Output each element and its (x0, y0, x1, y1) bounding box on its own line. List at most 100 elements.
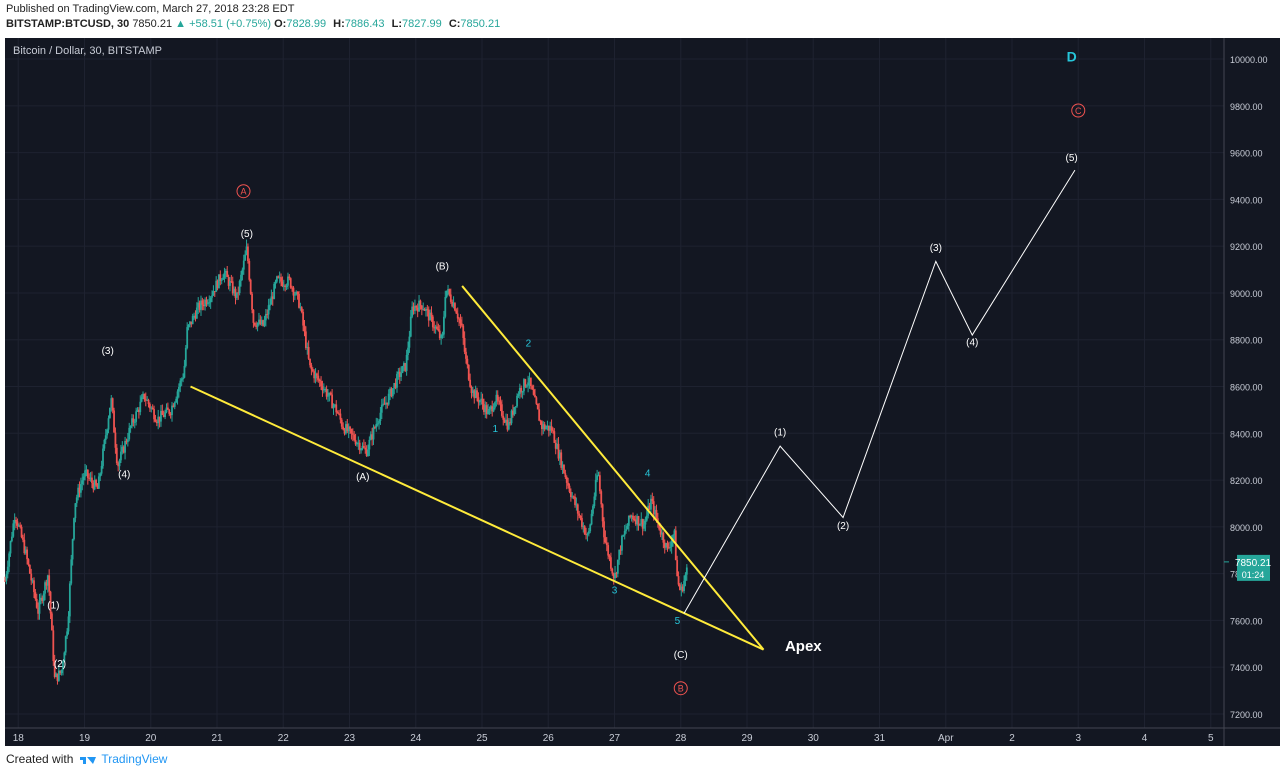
x-tick-label: 21 (211, 733, 223, 744)
candle-body (67, 616, 70, 632)
candle-body (240, 274, 242, 281)
candle-body (168, 409, 171, 414)
candle-body (244, 254, 247, 261)
candle-body (26, 549, 28, 560)
candle-body (499, 401, 502, 405)
candle-body (93, 479, 96, 490)
candle-body (454, 303, 456, 311)
wave-projection-line (683, 169, 1076, 614)
candle-body (39, 597, 42, 601)
candle-body (379, 412, 382, 421)
candle-body (310, 365, 313, 370)
candle-body (277, 276, 280, 278)
candle-body (445, 290, 448, 298)
candle-body (546, 425, 549, 428)
candle-body (313, 371, 316, 379)
candle-body (158, 416, 161, 422)
candle-body (523, 379, 525, 392)
candle-body (387, 393, 390, 405)
candle-body (627, 515, 630, 526)
candle-body (202, 304, 205, 307)
candle-body (219, 274, 222, 281)
candle-body (401, 366, 404, 373)
candle-body (623, 530, 626, 536)
candle-body (626, 525, 629, 530)
candle-body (11, 536, 13, 542)
candle-body (640, 519, 643, 525)
candle-body (332, 405, 335, 409)
candle-body (643, 524, 645, 529)
candle-body (469, 379, 472, 387)
candle-body (339, 413, 342, 420)
candle-body (122, 446, 125, 453)
x-tick-label: 25 (476, 733, 488, 744)
candle-body (549, 426, 552, 431)
candle-body (350, 429, 353, 434)
close-value: 7850.21 (460, 18, 501, 30)
candle-body (22, 537, 24, 540)
candle-body (78, 487, 81, 493)
candle-body (434, 326, 437, 329)
candle-body (494, 402, 496, 408)
candle-body (85, 469, 88, 471)
candle-body (23, 539, 26, 554)
candle-body (496, 394, 499, 401)
candle-body (360, 449, 362, 451)
quote-line: BITSTAMP:BTCUSD, 30 7850.21 ▲ +58.51 (+0… (6, 18, 504, 30)
y-tick-label: 8600.00 (1230, 383, 1263, 393)
candle-body (62, 662, 64, 670)
candle-body (520, 387, 523, 393)
candle-body (89, 477, 92, 479)
candle-body (38, 600, 41, 614)
candle-body (255, 325, 258, 328)
candle-body (211, 295, 213, 298)
wave-label: (4) (966, 338, 978, 349)
candle-body (670, 540, 673, 547)
candle-body (213, 291, 216, 293)
candle-body (260, 320, 263, 325)
candle-body (124, 441, 126, 453)
candle-body (441, 334, 444, 336)
candle-body (532, 389, 535, 395)
candle-body (342, 426, 345, 430)
candle-body (4, 580, 6, 582)
candle-body (184, 347, 187, 366)
x-tick-label: 3 (1075, 733, 1081, 744)
candle-body (92, 482, 95, 490)
candle-body (663, 542, 666, 548)
candle-body (324, 388, 327, 390)
high-label: H: (333, 18, 345, 30)
candle-body (560, 452, 563, 468)
candle-body (56, 673, 59, 681)
candle-body (60, 669, 63, 674)
candle-body (206, 302, 209, 305)
candle-body (500, 404, 503, 416)
candle-body (153, 409, 155, 420)
y-tick-label: 7600.00 (1230, 616, 1263, 626)
candle-body (561, 464, 564, 468)
candle-body (44, 582, 46, 594)
candle-body (136, 409, 139, 412)
y-tick-label: 10000.00 (1230, 55, 1268, 65)
candle-body (35, 598, 38, 608)
candle-body (289, 278, 292, 288)
candle-body (507, 422, 510, 430)
candle-body (565, 477, 568, 483)
candle-body (151, 407, 154, 410)
candle-body (169, 413, 172, 416)
candle-body (34, 592, 37, 599)
candle-body (556, 443, 558, 449)
candle-body (391, 388, 394, 397)
candle-body (644, 520, 647, 525)
candle-body (375, 424, 378, 428)
candle-body (114, 432, 117, 448)
candle-body (68, 583, 71, 617)
candle-body (371, 434, 374, 440)
candle-body (293, 294, 296, 296)
tradingview-brand[interactable]: TradingView (79, 752, 167, 766)
candle-body (456, 313, 459, 319)
candle-body (528, 377, 531, 383)
candle-body (601, 504, 604, 522)
candle-body (227, 276, 230, 286)
